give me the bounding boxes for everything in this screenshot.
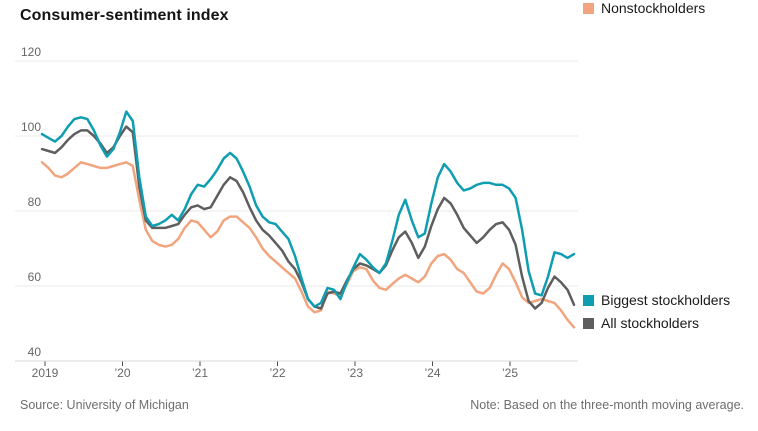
x-axis-tick-label: ’20	[114, 366, 131, 380]
source-text: Source: University of Michigan	[20, 398, 189, 412]
y-axis-tick-label: 120	[20, 45, 41, 59]
x-axis-tick-label: ’22	[269, 366, 286, 380]
y-axis-tick-label: 80	[27, 195, 41, 209]
legend-swatch-all-stockholders-icon	[583, 317, 594, 329]
y-axis-tick-label: 100	[20, 120, 41, 134]
legend-label: All stockholders	[601, 315, 700, 331]
legend-label: Biggest stockholders	[601, 292, 731, 308]
legend-item-nonstockholders: Nonstockholders	[583, 0, 705, 16]
x-axis-tick-label: ’21	[191, 366, 209, 380]
x-axis-tick-label: ’25	[501, 366, 519, 380]
note-text: Note: Based on the three-month moving av…	[470, 398, 744, 412]
legend-label: Nonstockholders	[601, 0, 706, 16]
x-axis-tick-label: ’23	[346, 366, 364, 380]
x-axis-tick-label: 2019	[31, 366, 59, 380]
legend-item-biggest-stockholders: Biggest stockholders	[583, 292, 730, 308]
x-axis-tick-label: ’24	[424, 366, 441, 380]
y-axis-tick-label: 60	[27, 270, 41, 284]
legend-swatch-biggest-stockholders-icon	[583, 294, 594, 306]
legend-item-all-stockholders: All stockholders	[583, 315, 699, 331]
legend-swatch-nonstockholders-icon	[583, 2, 594, 14]
y-axis-tick-label: 40	[27, 345, 41, 359]
chart-title: Consumer-sentiment index	[20, 7, 229, 24]
